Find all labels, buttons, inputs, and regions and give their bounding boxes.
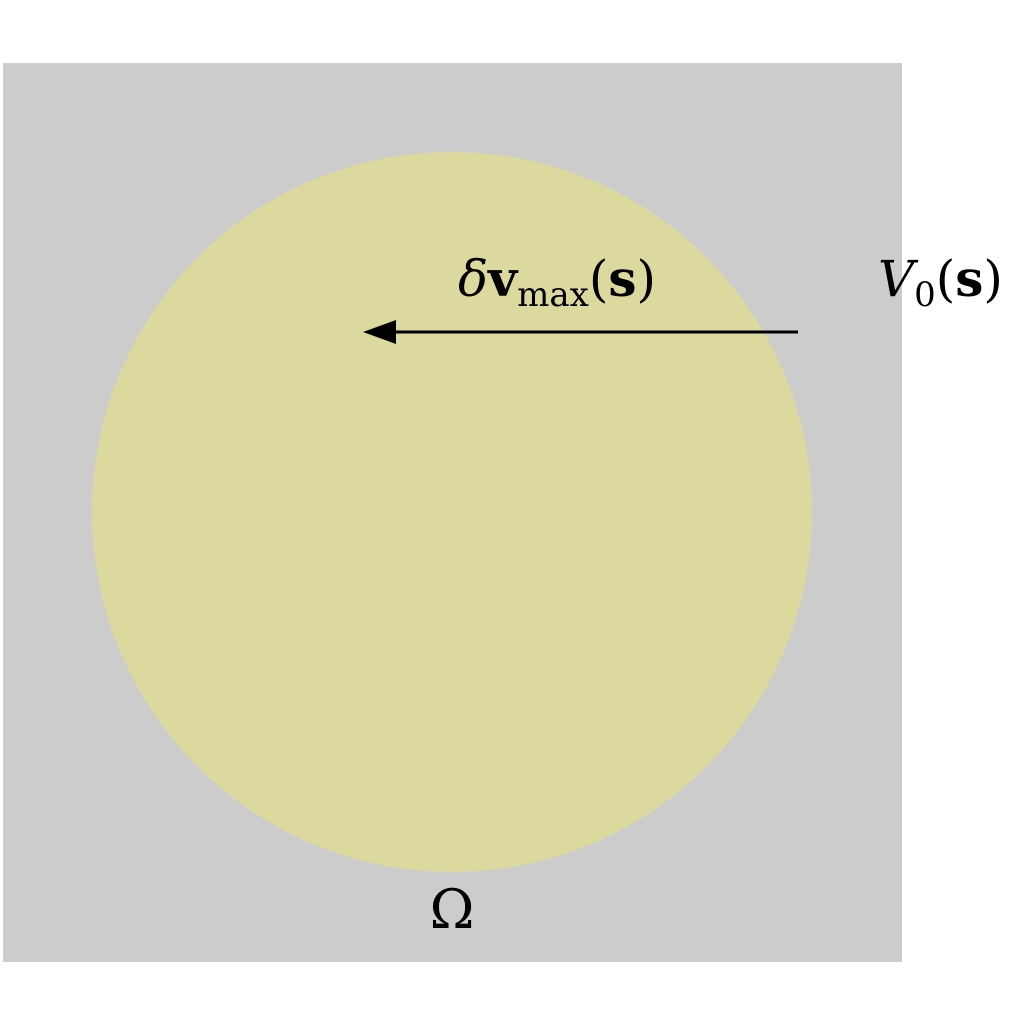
region-v0-disk	[92, 152, 812, 872]
region-label: V0(s)	[878, 249, 1003, 315]
arrow-label-s: s	[608, 249, 636, 308]
arrow-label-close-paren: )	[637, 250, 657, 308]
arrow-label-v: v	[487, 249, 519, 308]
velocity-arrow	[363, 320, 798, 344]
region-label-letter: V	[878, 250, 919, 308]
region-label-open-paren: (	[936, 250, 956, 308]
arrow-label-subscript: max	[517, 275, 589, 315]
arrow-label-delta: δ	[458, 250, 488, 308]
domain-label: Ω	[430, 878, 475, 941]
arrow-label: δvmax(s)	[458, 249, 656, 315]
region-label-subscript: 0	[914, 275, 936, 315]
arrow-label-open-paren: (	[589, 250, 609, 308]
velocity-arrow-head	[363, 320, 396, 344]
region-label-s: s	[955, 249, 983, 308]
region-label-close-paren: )	[983, 250, 1003, 308]
